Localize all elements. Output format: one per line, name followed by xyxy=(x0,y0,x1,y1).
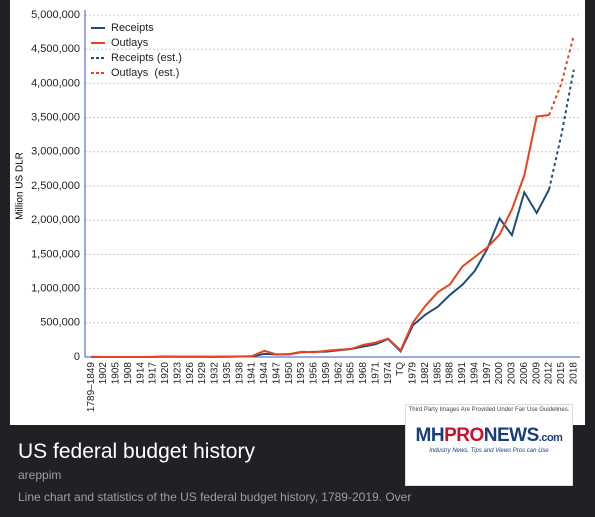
y-tick-label: 1,500,000 xyxy=(31,248,80,260)
x-tick-label: 1932 xyxy=(210,362,221,385)
x-tick-label: 1991 xyxy=(457,362,468,385)
x-tick-label: 2000 xyxy=(494,362,505,385)
x-tick-label: 1965 xyxy=(346,362,357,385)
caption-description: Line chart and statistics of the US fede… xyxy=(18,490,412,504)
x-tick-label: 1985 xyxy=(432,362,443,385)
legend-label: Receipts xyxy=(111,22,154,34)
y-tick-label: 2,500,000 xyxy=(31,180,80,192)
x-tick-label: 1979 xyxy=(408,362,419,385)
x-tick-label: 1997 xyxy=(482,362,493,385)
y-tick-label: 4,000,000 xyxy=(31,77,80,89)
watermark: Third Party Images Are Provided Under Fa… xyxy=(405,404,573,486)
x-tick-label: TQ xyxy=(395,362,406,376)
y-tick-label: 3,500,000 xyxy=(31,112,80,124)
logo-part: NEWS xyxy=(483,425,540,446)
x-tick-label: 1923 xyxy=(172,362,183,385)
y-tick-label: 5,000,000 xyxy=(31,9,80,21)
x-tick-label: 1959 xyxy=(321,362,332,385)
x-tick-label: 1905 xyxy=(111,362,122,385)
x-tick-label: 1988 xyxy=(445,362,456,385)
x-tick-label: 2012 xyxy=(544,362,555,385)
logo-part: PRO xyxy=(444,425,484,446)
x-tick-label: 1971 xyxy=(370,362,381,385)
series-line xyxy=(548,69,575,190)
x-tick-label: 2009 xyxy=(531,362,542,385)
x-tick-label: 2018 xyxy=(568,362,579,385)
watermark-tagline: Industry News, Tips and Views Pros can U… xyxy=(429,448,549,454)
x-tick-label: 1950 xyxy=(284,362,295,385)
x-tick-label: 1902 xyxy=(98,362,109,385)
x-tick-label: 1789–1849 xyxy=(86,362,97,412)
x-tick-label: 1914 xyxy=(135,362,146,385)
x-tick-label: 1917 xyxy=(148,362,159,385)
legend-label: Receipts (est.) xyxy=(111,52,182,64)
chart: Million US DLR 0 500,000 1,000,000 1,500,00… xyxy=(10,0,585,425)
logo-part: MH xyxy=(415,425,445,446)
logo-part: .com xyxy=(538,432,563,444)
y-tick-label: 1,000,000 xyxy=(31,283,80,295)
legend-label: Outlays xyxy=(111,37,149,49)
x-tick-label: 1935 xyxy=(222,362,233,385)
x-tick-label: 1947 xyxy=(271,362,282,385)
y-axis-label: Million US DLR xyxy=(15,152,26,220)
y-tick-label: 3,000,000 xyxy=(31,146,80,158)
x-tick-label: 1908 xyxy=(123,362,134,385)
x-tick-label: 2015 xyxy=(556,362,567,385)
x-tick-label: 1926 xyxy=(185,362,196,385)
caption-title: US federal budget history xyxy=(18,440,255,463)
x-tick-label: 1941 xyxy=(247,362,258,385)
x-tick-label: 1974 xyxy=(383,362,394,385)
x-tick-label: 1982 xyxy=(420,362,431,385)
x-tick-label: 1920 xyxy=(160,362,171,385)
series-line xyxy=(548,35,575,116)
x-tick-label: 2006 xyxy=(519,362,530,385)
x-tick-label: 1962 xyxy=(333,362,344,385)
caption-source: areppim xyxy=(18,468,62,482)
y-tick-label: 500,000 xyxy=(40,317,80,329)
series-line xyxy=(91,114,550,358)
x-tick-label: 1994 xyxy=(469,362,480,385)
x-tick-label: 1968 xyxy=(358,362,369,385)
legend-label: Outlays (est.) xyxy=(111,67,179,79)
x-tick-label: 1929 xyxy=(197,362,208,385)
y-tick-label: 4,500,000 xyxy=(31,43,80,55)
watermark-note: Third Party Images Are Provided Under Fa… xyxy=(408,407,570,413)
chart-panel xyxy=(10,0,585,425)
watermark-logo: MHPRONEWS.com xyxy=(406,425,572,447)
x-tick-label: 1953 xyxy=(296,362,307,385)
x-tick-label: 1938 xyxy=(234,362,245,385)
y-tick-label: 0 xyxy=(74,351,80,363)
x-tick-label: 2003 xyxy=(507,362,518,385)
x-tick-label: 1956 xyxy=(309,362,320,385)
y-tick-label: 2,000,000 xyxy=(31,214,80,226)
x-tick-label: 1944 xyxy=(259,362,270,385)
